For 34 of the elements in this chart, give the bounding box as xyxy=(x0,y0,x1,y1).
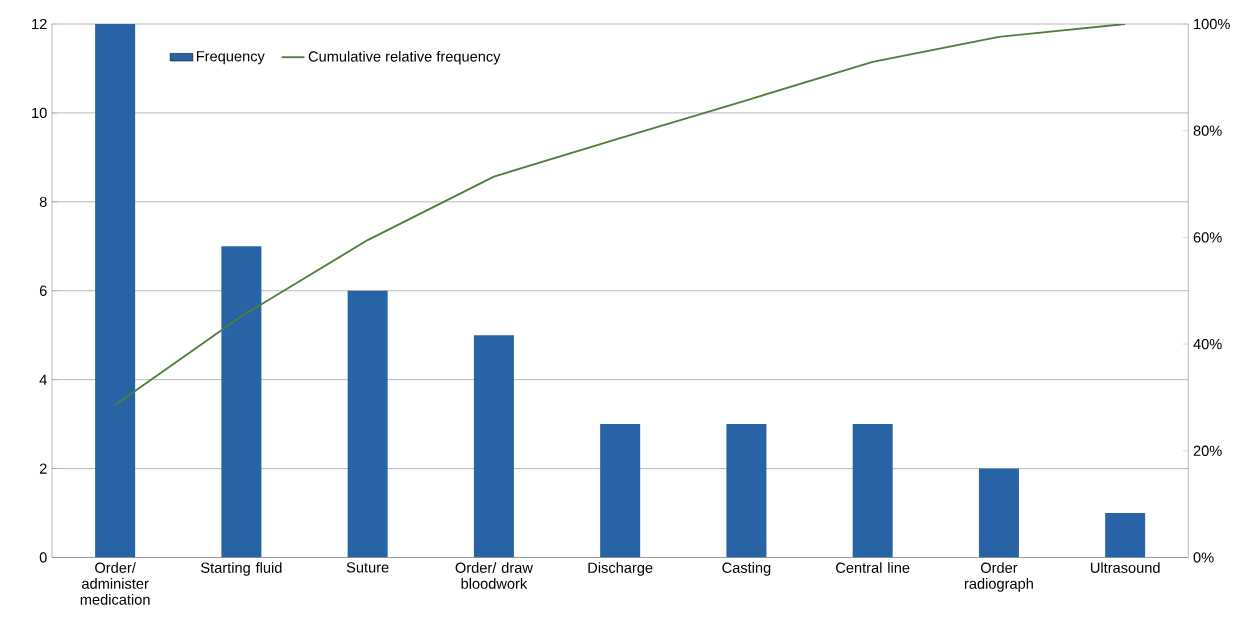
y-tick-label: 2 xyxy=(39,463,47,474)
y-tick-label: 12 xyxy=(32,19,47,30)
legend-label: Cumulative relative frequency xyxy=(308,51,501,65)
x-tick-label: Order/ draw bloodwork xyxy=(455,562,533,590)
y-tick-label: 10 xyxy=(32,108,47,119)
x-tick-label: Order radiograph xyxy=(964,562,1033,592)
y2-tick-label: 80% xyxy=(1193,125,1222,137)
bar xyxy=(347,290,388,558)
x-tick-label: Casting xyxy=(722,562,771,577)
bar xyxy=(473,335,514,558)
y2-tick-label: 60% xyxy=(1193,232,1222,243)
y2-tick-label: 20% xyxy=(1193,445,1222,457)
x-tick-label: Central line xyxy=(836,562,910,574)
line-series xyxy=(114,24,1127,407)
bar xyxy=(221,246,262,558)
y2-tick-label: 40% xyxy=(1193,339,1222,350)
y-tick-label: 0 xyxy=(39,552,47,563)
y-tick-label: 6 xyxy=(39,285,47,297)
x-tick-label: Starting fluid xyxy=(201,562,282,577)
bar xyxy=(95,24,136,558)
bar xyxy=(600,424,641,558)
x-tick-label: Suture xyxy=(346,562,389,573)
y2-tick-label: 0% xyxy=(1193,552,1214,563)
legend-label: Frequency xyxy=(196,51,265,65)
y-tick-label: 4 xyxy=(39,374,47,385)
x-tick-label: Discharge xyxy=(588,562,653,577)
y2-tick-label: 100% xyxy=(1194,19,1230,30)
bar xyxy=(1105,513,1146,558)
x-tick-label: Order/ administer medication xyxy=(80,562,150,606)
x-tick-label: Ultrasound xyxy=(1090,562,1160,574)
bar xyxy=(978,468,1019,558)
y-tick-label: 8 xyxy=(39,196,47,208)
bar xyxy=(726,424,767,558)
bar xyxy=(852,424,893,558)
